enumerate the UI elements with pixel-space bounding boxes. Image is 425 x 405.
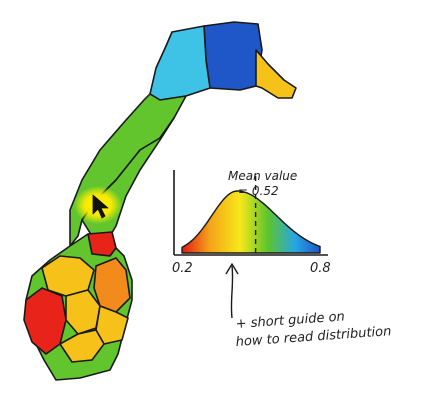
- guide-arrow: [230, 265, 234, 319]
- x-tick-label: 0.8: [310, 261, 331, 276]
- map-region-tail: [255, 49, 297, 99]
- map-region-top-right: [203, 21, 263, 91]
- mouse-cursor-icon: [92, 194, 109, 219]
- map-region-yellow-bottom: [59, 329, 105, 363]
- mean-value-label: = 0.52: [238, 184, 279, 198]
- map: [23, 21, 297, 381]
- guide-arrow-head: [225, 263, 239, 275]
- map-region-orange: [93, 257, 131, 313]
- annotations: Mean value = 0.52 + short guide on how t…: [225, 169, 392, 350]
- distribution-area: [181, 190, 321, 254]
- distribution-chart: 0.2 0.8: [172, 170, 331, 276]
- map-region-neck-upper: [149, 25, 211, 101]
- cursor-highlight: [74, 186, 122, 224]
- mean-label: Mean value: [228, 169, 297, 183]
- x-tick-label: 0.2: [172, 261, 193, 276]
